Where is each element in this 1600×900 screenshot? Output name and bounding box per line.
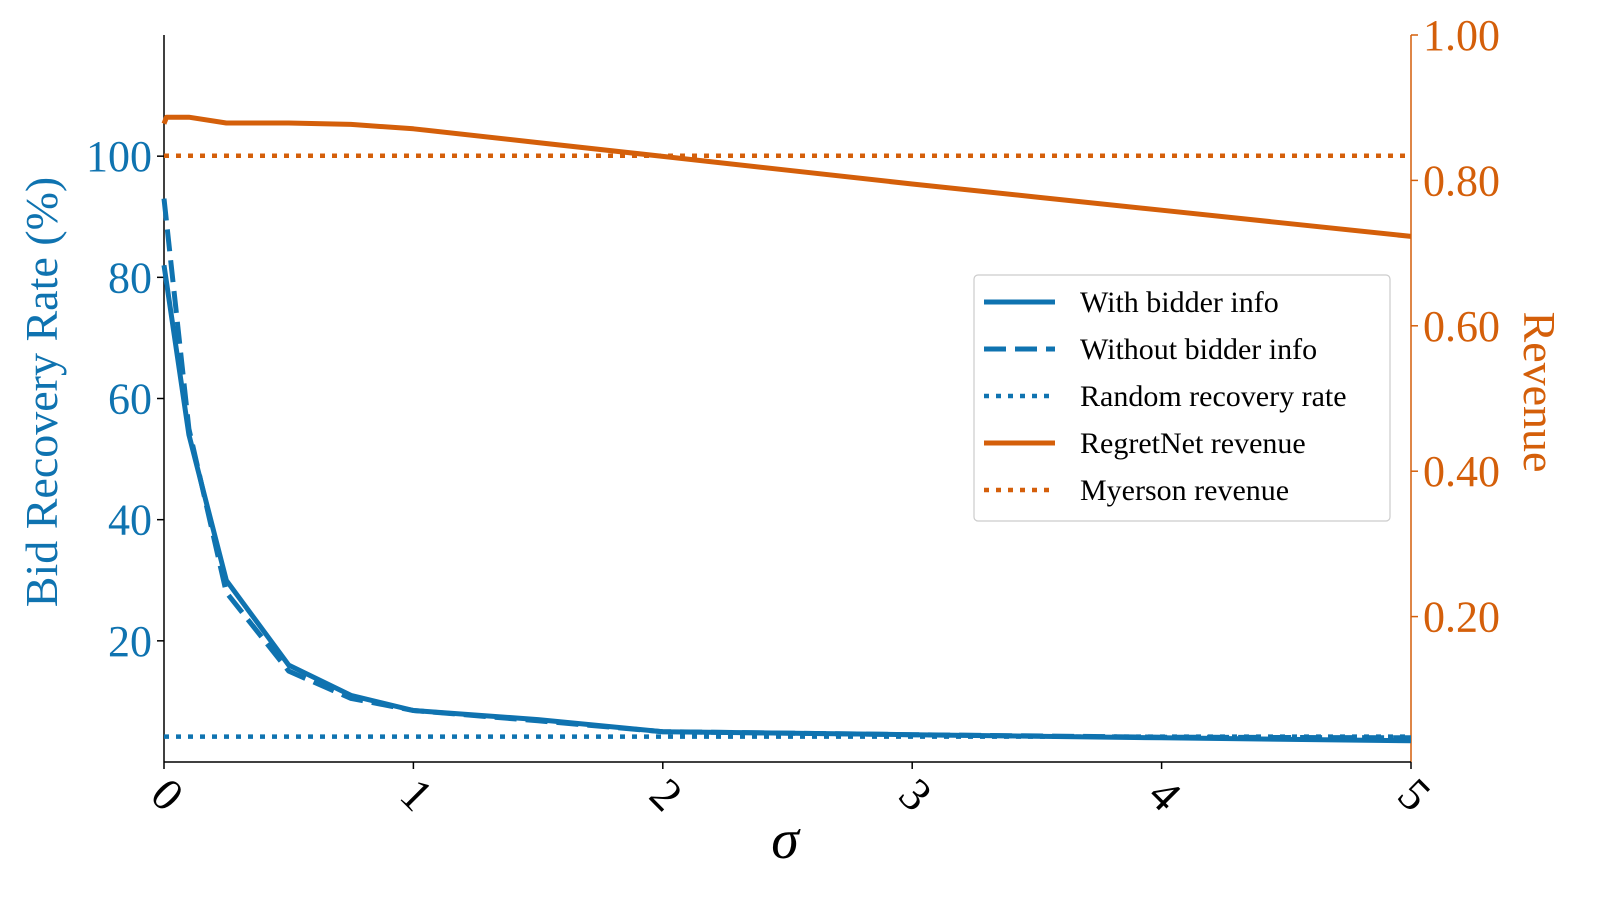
legend-items: With bidder info Without bidder info Rando… — [984, 286, 1347, 507]
y-right-tick-label-0: 0.20 — [1423, 593, 1500, 642]
legend-box — [973, 274, 1391, 522]
y-left-tick-label-3: 80 — [108, 253, 152, 302]
y-left-ticks: 20 40 60 80 100 — [86, 132, 164, 666]
x-tick-label-4: 4 — [1139, 768, 1191, 820]
y-right-tick-label-4: 1.00 — [1423, 11, 1500, 60]
y-right-axis-label: Revenue — [1514, 312, 1565, 473]
legend-label-0: With bidder info — [1080, 286, 1279, 319]
x-tick-label-0: 0 — [141, 768, 193, 820]
x-tick-label-2: 2 — [640, 768, 692, 820]
y-left-axis-label: Bid Recovery Rate (%) — [16, 177, 67, 607]
x-axis-label: σ — [771, 809, 801, 871]
y-right-tick-label-2: 0.60 — [1423, 302, 1500, 351]
legend-label-4: Myerson revenue — [1080, 474, 1289, 507]
series-layer — [161, 114, 1412, 744]
legend-label-1: Without bidder info — [1080, 333, 1317, 366]
y-right-ticks: 0.20 0.40 0.60 0.80 1.00 — [1411, 11, 1500, 642]
x-tick-label-1: 1 — [391, 768, 443, 820]
legend-label-3: RegretNet revenue — [1080, 427, 1306, 460]
y-left-tick-label-4: 100 — [86, 132, 152, 181]
x-tick-label-3: 3 — [890, 768, 942, 820]
legend: With bidder info Without bidder info Rando… — [973, 274, 1391, 522]
series-line-regretnet-revenue — [161, 114, 1412, 239]
y-left-tick-label-0: 20 — [108, 617, 152, 666]
y-right-tick-label-1: 0.40 — [1423, 447, 1500, 496]
y-left-tick-label-2: 60 — [108, 375, 152, 424]
y-left-tick-label-1: 40 — [108, 496, 152, 545]
legend-label-2: Random recovery rate — [1080, 380, 1347, 413]
y-right-tick-label-3: 0.80 — [1423, 156, 1500, 205]
x-tick-label-5: 5 — [1388, 768, 1440, 820]
